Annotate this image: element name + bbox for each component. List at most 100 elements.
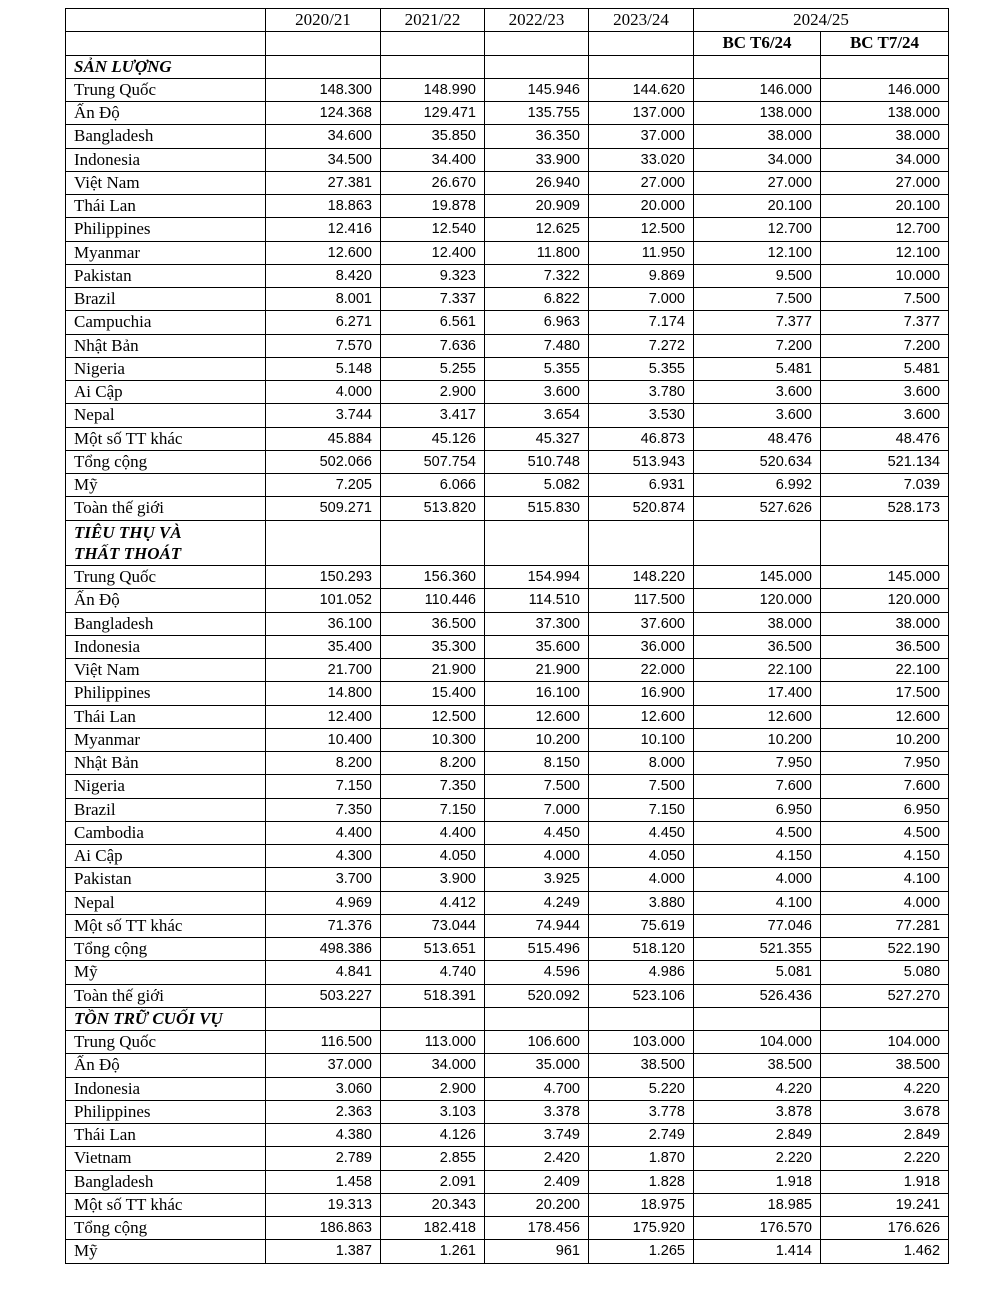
row-label: Một số TT khác [65,426,266,451]
table-row: Indonesia 34.500 34.400 33.900 33.020 34.000 3… [65,147,950,172]
row-label: Vietnam [65,1146,266,1171]
value-cell: 48.476 [693,426,821,451]
value-cell: 3.600 [819,403,950,428]
value-cell: 5.220 [588,1076,694,1101]
value-cell: 17.400 [693,681,821,706]
value-cell: 5.082 [484,472,589,498]
value-cell: 12.625 [484,217,589,242]
value-cell: 144.620 [588,77,694,103]
value-cell: 3.530 [588,403,694,428]
value-cell: 3.103 [380,1099,485,1125]
value-cell: 74.944 [484,913,589,939]
row-label: Ai Cập [65,379,266,405]
value-cell: 4.500 [819,820,950,846]
empty-cell [484,54,589,79]
row-label: Nepal [65,403,266,428]
value-cell: 521.355 [693,936,821,962]
empty-cell [380,519,485,566]
value-cell: 148.220 [588,564,694,590]
value-cell: 26.940 [484,170,589,196]
value-cell: 182.418 [380,1215,485,1241]
value-cell: 520.092 [484,983,589,1008]
value-cell: 38.000 [819,611,950,636]
value-cell: 4.500 [693,820,821,846]
value-cell: 8.420 [265,263,381,289]
value-cell: 22.000 [588,657,694,683]
value-cell: 528.173 [819,496,950,521]
value-cell: 5.255 [380,356,485,382]
row-label: Indonesia [65,1076,266,1101]
value-cell: 16.900 [588,681,694,706]
value-cell: 515.496 [484,936,589,962]
value-cell: 518.120 [588,936,694,962]
row-label: Philippines [65,681,266,706]
value-cell: 7.272 [588,333,694,358]
row-label: Tổng cộng [65,936,266,962]
value-cell: 7.205 [265,472,381,498]
value-cell: 36.500 [380,611,485,636]
row-label: Ấn Độ [65,1053,266,1078]
value-cell: 523.106 [588,983,694,1008]
value-cell: 33.020 [588,147,694,172]
value-cell: 1.918 [819,1169,950,1194]
value-cell: 20.000 [588,193,694,219]
value-cell: 2.900 [380,379,485,405]
value-cell: 18.863 [265,193,381,219]
row-label: Mỹ [65,960,266,985]
value-cell: 75.619 [588,913,694,939]
value-cell: 20.909 [484,193,589,219]
value-cell: 513.943 [588,449,694,475]
value-cell: 5.355 [484,356,589,382]
value-cell: 38.000 [819,124,950,149]
value-cell: 6.992 [693,472,821,498]
value-cell: 38.000 [693,124,821,149]
row-label: Ấn Độ [65,100,266,126]
row-label: Pakistan [65,867,266,892]
value-cell: 3.925 [484,867,589,892]
value-cell: 2.091 [380,1169,485,1194]
value-cell: 3.600 [819,379,950,405]
value-cell: 20.343 [380,1192,485,1218]
value-cell: 4.740 [380,960,485,985]
value-cell: 4.400 [265,820,381,846]
value-cell: 12.600 [265,240,381,265]
row-label: Nepal [65,890,266,915]
row-label: Nigeria [65,356,266,382]
value-cell: 146.000 [819,77,950,103]
section-title: TỒN TRỮ CUỐI VỤ [65,1006,266,1032]
value-cell: 3.654 [484,403,589,428]
value-cell: 2.420 [484,1146,589,1171]
empty-cell [588,519,694,566]
table-row: Thái Lan 18.863 19.878 20.909 20.000 20.100 20… [65,193,950,219]
empty-cell [265,519,381,566]
year-header: 2021/22 [380,7,485,33]
value-cell: 9.869 [588,263,694,289]
table-row: Ấn Độ 124.368 129.471 135.755 137.000 138.000… [65,100,950,126]
value-cell: 148.990 [380,77,485,103]
value-cell: 145.000 [693,564,821,590]
value-cell: 8.200 [265,750,381,776]
row-label: Nhật Bản [65,750,266,776]
table-row: Nepal 3.744 3.417 3.654 3.530 3.600 3.600 [65,403,950,428]
value-cell: 38.500 [693,1053,821,1078]
table-row: Tổng cộng 186.863 182.418 178.456 175.920 176… [65,1215,950,1241]
value-cell: 2.749 [588,1122,694,1148]
value-cell: 4.700 [484,1076,589,1101]
group-header: 2024/25 [692,7,950,33]
value-cell: 22.100 [819,657,950,683]
value-cell: 186.863 [265,1215,381,1241]
value-cell: 12.400 [380,240,485,265]
table-row: Pakistan 8.420 9.323 7.322 9.869 9.500 10.000 [65,263,950,289]
value-cell: 12.600 [484,704,589,729]
table-row: SẢN LƯỢNG [65,54,950,79]
value-cell: 34.000 [380,1053,485,1078]
value-cell: 35.600 [484,634,589,660]
value-cell: 4.400 [380,820,485,846]
value-cell: 11.800 [484,240,589,265]
value-cell: 12.400 [265,704,381,729]
value-cell: 3.700 [265,867,381,892]
value-cell: 4.450 [484,820,589,846]
subcolumn-header: BC T7/24 [819,31,950,56]
value-cell: 8.150 [484,750,589,776]
row-label: Brazil [65,797,266,822]
